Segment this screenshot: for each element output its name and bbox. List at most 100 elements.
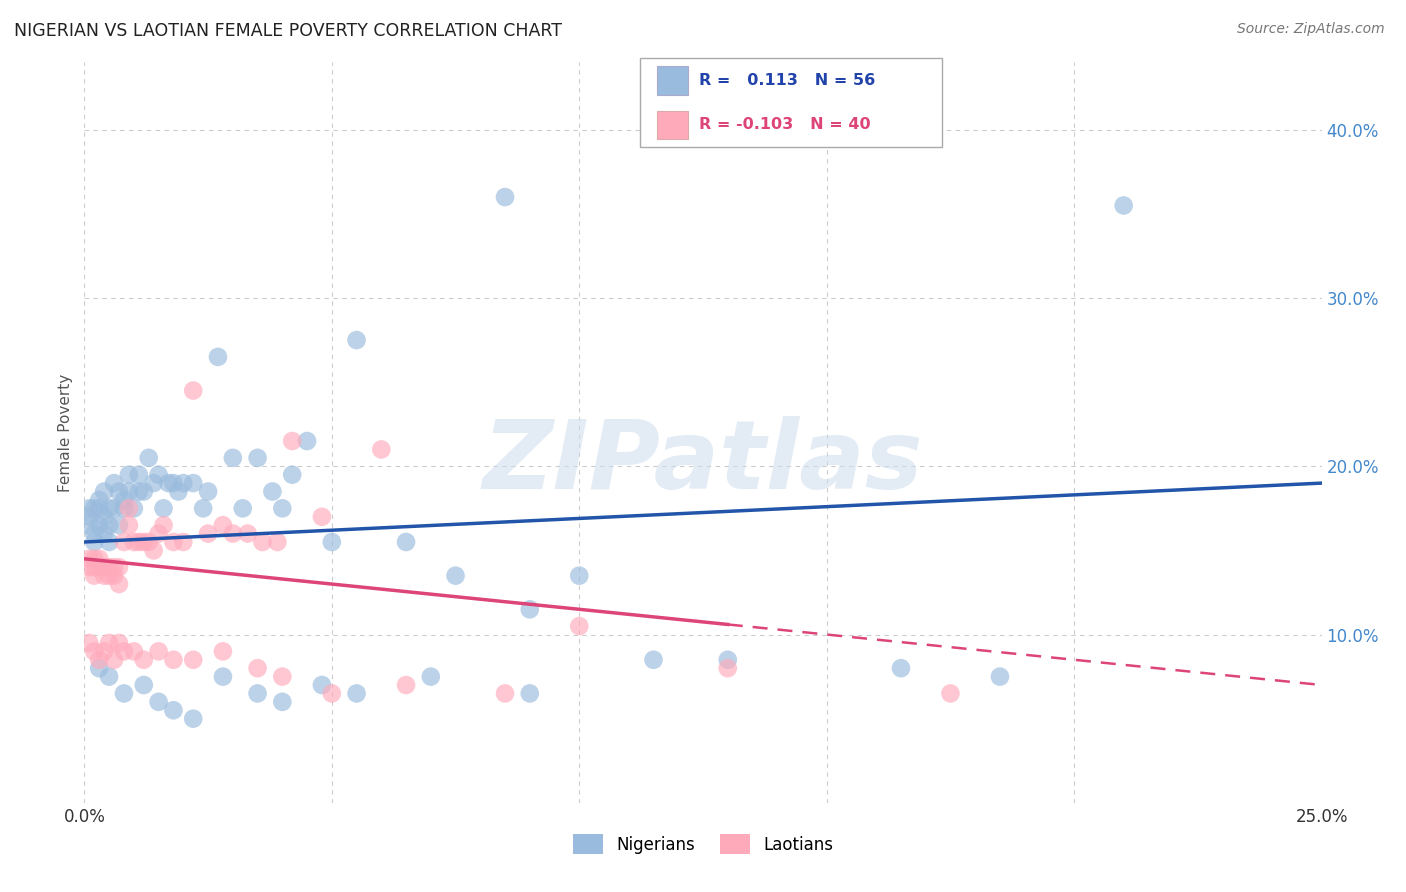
Point: [128, 535, 150, 549]
Point: [266, 535, 288, 549]
Point: [311, 509, 333, 524]
Point: [128, 484, 150, 499]
Point: [346, 333, 368, 347]
Point: [138, 535, 160, 549]
Point: [103, 568, 125, 582]
Point: [79, 518, 101, 533]
Point: [93, 484, 115, 499]
Point: [83, 644, 105, 658]
Point: [246, 450, 269, 465]
Point: [212, 644, 235, 658]
Point: [281, 467, 304, 482]
Text: ZIPatlas: ZIPatlas: [482, 416, 924, 508]
Point: [262, 484, 284, 499]
Point: [222, 526, 245, 541]
Point: [93, 644, 115, 658]
Point: [181, 476, 204, 491]
Point: [112, 686, 135, 700]
Point: [519, 602, 541, 616]
Point: [162, 653, 184, 667]
Point: [988, 670, 1011, 684]
Text: R =   0.113   N = 56: R = 0.113 N = 56: [699, 73, 875, 87]
Point: [112, 644, 135, 658]
Point: [212, 518, 235, 533]
Point: [152, 518, 174, 533]
Y-axis label: Female Poverty: Female Poverty: [58, 374, 73, 491]
Point: [132, 653, 155, 667]
Point: [419, 670, 441, 684]
Point: [112, 492, 135, 507]
Point: [83, 526, 105, 541]
Point: [271, 670, 294, 684]
Point: [89, 501, 111, 516]
Point: [79, 636, 101, 650]
Point: [108, 577, 131, 591]
Point: [89, 492, 111, 507]
Point: [370, 442, 392, 457]
Point: [494, 686, 516, 700]
Point: [295, 434, 318, 448]
Point: [148, 467, 170, 482]
Point: [103, 560, 125, 574]
Point: [181, 712, 204, 726]
Point: [346, 686, 368, 700]
Point: [83, 568, 105, 582]
Legend: Nigerians, Laotians: Nigerians, Laotians: [567, 828, 839, 861]
Point: [98, 636, 121, 650]
Point: [108, 518, 131, 533]
Point: [212, 670, 235, 684]
Point: [142, 543, 165, 558]
Point: [98, 560, 121, 574]
Point: [236, 526, 259, 541]
Point: [98, 670, 121, 684]
Point: [207, 350, 229, 364]
Point: [79, 501, 101, 516]
Point: [79, 509, 101, 524]
Point: [321, 535, 343, 549]
Point: [122, 501, 145, 516]
Point: [252, 535, 274, 549]
Point: [103, 476, 125, 491]
Point: [112, 535, 135, 549]
Point: [122, 535, 145, 549]
Point: [271, 695, 294, 709]
Point: [98, 535, 121, 549]
Point: [83, 535, 105, 549]
Point: [79, 560, 101, 574]
Point: [118, 518, 141, 533]
Point: [717, 661, 740, 675]
Point: [281, 434, 304, 448]
Point: [321, 686, 343, 700]
Point: [93, 568, 115, 582]
Point: [246, 661, 269, 675]
Point: [444, 568, 467, 582]
Point: [222, 450, 245, 465]
Point: [162, 703, 184, 717]
Point: [311, 678, 333, 692]
Point: [108, 636, 131, 650]
Point: [142, 476, 165, 491]
Point: [93, 560, 115, 574]
Point: [89, 551, 111, 566]
Point: [717, 653, 740, 667]
Point: [89, 518, 111, 533]
Point: [118, 467, 141, 482]
Point: [172, 476, 194, 491]
Point: [83, 560, 105, 574]
Point: [138, 450, 160, 465]
Point: [1112, 198, 1135, 212]
Point: [98, 518, 121, 533]
Point: [132, 535, 155, 549]
Point: [181, 653, 204, 667]
Point: [93, 526, 115, 541]
Point: [122, 644, 145, 658]
Point: [197, 526, 219, 541]
Point: [108, 560, 131, 574]
Point: [232, 501, 254, 516]
Point: [83, 501, 105, 516]
Point: [162, 476, 184, 491]
Point: [118, 501, 141, 516]
Point: [167, 484, 190, 499]
Point: [93, 509, 115, 524]
Point: [98, 501, 121, 516]
